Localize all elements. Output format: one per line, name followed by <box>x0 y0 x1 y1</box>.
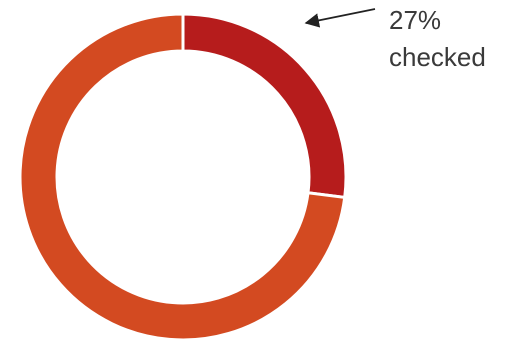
annotation-label: checked <box>389 42 486 72</box>
donut-slices <box>20 14 346 340</box>
annotation-arrow <box>306 9 375 23</box>
slice-checked <box>183 14 346 197</box>
annotation-percent: 27% <box>389 5 441 35</box>
